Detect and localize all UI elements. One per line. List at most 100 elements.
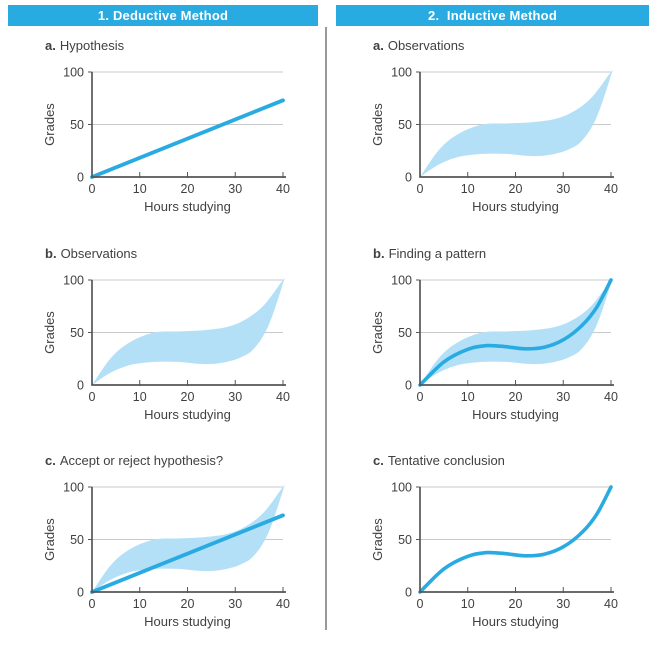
- header-inductive-label: 2. Inductive Method: [428, 8, 557, 23]
- header-deductive-label: 1. Deductive Method: [97, 8, 229, 23]
- data-band: [420, 69, 614, 177]
- header-deductive-method: 1. Deductive Method: [8, 5, 318, 26]
- x-axis-title: Hours studying: [472, 199, 559, 214]
- x-axis-title: Hours studying: [144, 199, 231, 214]
- chart-label-inductive-b: b. Finding a pattern: [336, 246, 649, 266]
- x-tick-label: 10: [133, 597, 147, 611]
- x-tick-label: 0: [89, 182, 96, 196]
- x-tick-label: 40: [604, 182, 618, 196]
- x-axis-title: Hours studying: [144, 407, 231, 422]
- label-text: Hypothesis: [59, 38, 125, 53]
- panel-deductive-b: b. Observations 0 10 20 30 40 0 50 100 Hours stud…: [8, 246, 318, 424]
- chart-label-inductive-a: a. Observations: [336, 38, 649, 58]
- y-axis-title: Grades: [370, 311, 385, 354]
- x-tick-label: 0: [89, 597, 96, 611]
- chart-label-inductive-c: c. Tentative conclusion: [336, 453, 649, 473]
- label-letter: b.: [373, 246, 385, 261]
- x-axis-title: Hours studying: [472, 614, 559, 629]
- x-axis-title: Hours studying: [144, 614, 231, 629]
- x-tick-label: 40: [276, 597, 290, 611]
- x-tick-label: 10: [133, 182, 147, 196]
- y-tick-label: 50: [70, 118, 84, 132]
- x-tick-label: 30: [556, 182, 570, 196]
- y-tick-label: 0: [77, 586, 84, 600]
- x-tick-label: 0: [89, 390, 96, 404]
- x-tick-label: 20: [509, 597, 523, 611]
- chart-finding-pattern: 0 10 20 30 40 0 50 100 Hours studying Grades: [370, 274, 618, 423]
- label-text: Tentative conclusion: [387, 453, 505, 468]
- panel-inductive-a: a. Observations 0 10 20 30 40 0 50 100 Hours stud…: [336, 38, 649, 216]
- chart-tentative-conclusion: 0 10 20 30 40 0 50 100 Hours studying Grades: [370, 481, 618, 630]
- label-letter: c.: [373, 453, 384, 468]
- x-tick-label: 20: [509, 182, 523, 196]
- panel-inductive-c: c. Tentative conclusion 0 10 20 30 40 0 50 100 Ho…: [336, 453, 649, 631]
- chart-observations-deductive: 0 10 20 30 40 0 50 100 Hours studying Grades: [42, 274, 290, 423]
- x-tick-label: 10: [461, 390, 475, 404]
- x-tick-label: 40: [604, 390, 618, 404]
- y-tick-label: 100: [391, 481, 412, 495]
- y-tick-label: 0: [405, 586, 412, 600]
- header-inductive-method: 2. Inductive Method: [336, 5, 649, 26]
- label-text: Observations: [387, 38, 465, 53]
- x-tick-label: 10: [461, 597, 475, 611]
- data-band: [92, 484, 286, 592]
- chart-observations-inductive: 0 10 20 30 40 0 50 100 Hours studying Grades: [370, 66, 618, 215]
- x-tick-label: 20: [181, 597, 195, 611]
- label-letter: c.: [45, 453, 56, 468]
- y-axis-title: Grades: [42, 103, 57, 146]
- data-line: [90, 513, 285, 594]
- x-tick-label: 40: [276, 390, 290, 404]
- data-band: [420, 277, 614, 385]
- x-tick-label: 30: [228, 390, 242, 404]
- data-curve: [418, 278, 613, 387]
- chart-accept-reject: 0 10 20 30 40 0 50 100 Hours studying Grades: [42, 481, 290, 630]
- y-tick-label: 50: [398, 326, 412, 340]
- chart-label-deductive-c: c. Accept or reject hypothesis?: [8, 453, 318, 473]
- column-divider: [325, 27, 327, 630]
- x-tick-label: 30: [556, 390, 570, 404]
- x-tick-label: 10: [133, 390, 147, 404]
- y-tick-label: 0: [77, 171, 84, 185]
- x-tick-label: 10: [461, 182, 475, 196]
- panel-deductive-a: a. Hypothesis 0 10 20 30 40 0 50 100 Hours studyi…: [8, 38, 318, 216]
- chart-label-deductive-b: b. Observations: [8, 246, 318, 266]
- y-tick-label: 100: [63, 66, 84, 80]
- x-tick-label: 30: [228, 182, 242, 196]
- y-tick-label: 50: [398, 118, 412, 132]
- y-tick-label: 100: [391, 274, 412, 288]
- data-line: [90, 98, 285, 179]
- y-axis-title: Grades: [42, 518, 57, 561]
- x-tick-label: 30: [556, 597, 570, 611]
- data-curve: [418, 485, 613, 594]
- label-letter: a.: [45, 38, 56, 53]
- label-text: Finding a pattern: [388, 246, 487, 261]
- chart-hypothesis: 0 10 20 30 40 0 50 100 Hours studying Grades: [42, 66, 290, 215]
- y-tick-label: 100: [63, 481, 84, 495]
- y-tick-label: 0: [77, 379, 84, 393]
- y-tick-label: 50: [70, 533, 84, 547]
- x-tick-label: 40: [604, 597, 618, 611]
- label-text: Observations: [60, 246, 138, 261]
- x-tick-label: 0: [417, 182, 424, 196]
- x-tick-label: 20: [181, 390, 195, 404]
- y-tick-label: 0: [405, 379, 412, 393]
- x-tick-label: 30: [228, 597, 242, 611]
- x-tick-label: 0: [417, 597, 424, 611]
- x-tick-label: 20: [181, 182, 195, 196]
- y-tick-label: 100: [63, 274, 84, 288]
- y-tick-label: 0: [405, 171, 412, 185]
- y-axis-title: Grades: [42, 311, 57, 354]
- panel-deductive-c: c. Accept or reject hypothesis? 0 10 20 30 40…: [8, 453, 318, 631]
- label-letter: a.: [373, 38, 384, 53]
- chart-label-deductive-a: a. Hypothesis: [8, 38, 318, 58]
- y-tick-label: 50: [398, 533, 412, 547]
- y-tick-label: 50: [70, 326, 84, 340]
- label-letter: b.: [45, 246, 57, 261]
- x-tick-label: 20: [509, 390, 523, 404]
- data-band: [92, 277, 286, 385]
- label-text: Accept or reject hypothesis?: [59, 453, 224, 468]
- y-axis-title: Grades: [370, 103, 385, 146]
- panel-inductive-b: b. Finding a pattern 0 10 20 30 40 0 50 100 Hours…: [336, 246, 649, 424]
- x-tick-label: 0: [417, 390, 424, 404]
- y-axis-title: Grades: [370, 518, 385, 561]
